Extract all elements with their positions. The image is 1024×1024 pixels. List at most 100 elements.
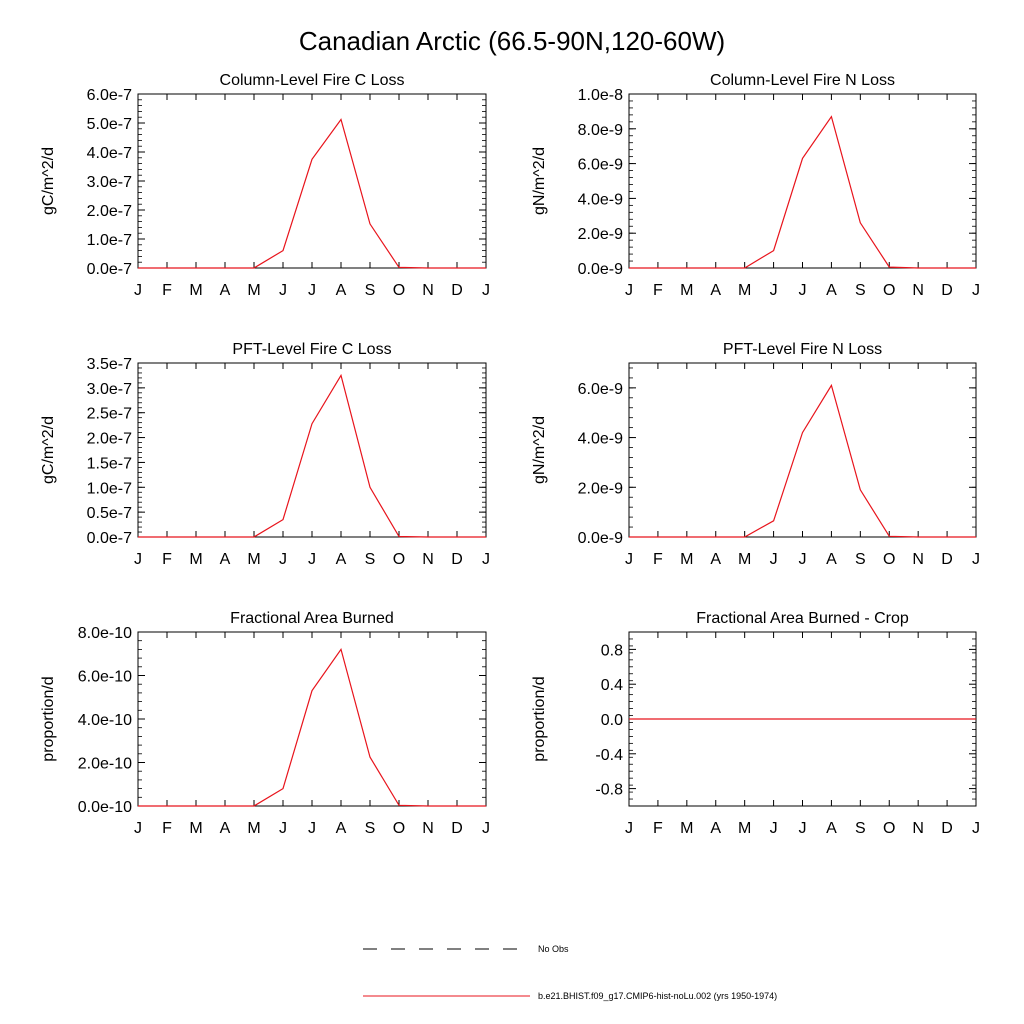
panel-title: Fractional Area Burned - Crop — [696, 610, 909, 627]
y-tick-label: -0.8 — [595, 782, 623, 799]
figure-title: Canadian Arctic (66.5-90N,120-60W) — [299, 26, 725, 56]
y-tick-label: 4.0e-9 — [578, 191, 623, 208]
x-tick-label: N — [912, 551, 924, 568]
x-tick-label: F — [162, 820, 172, 837]
x-tick-label: F — [162, 282, 172, 299]
x-tick-label: M — [738, 820, 751, 837]
x-tick-label: M — [680, 820, 693, 837]
x-tick-label: A — [220, 282, 231, 299]
x-tick-label: N — [422, 820, 434, 837]
x-tick-label: M — [738, 551, 751, 568]
y-tick-label: 4.0e-9 — [578, 431, 623, 448]
panel-title: Column-Level Fire N Loss — [710, 72, 895, 89]
x-tick-label: A — [710, 551, 721, 568]
x-tick-label: J — [482, 282, 490, 299]
x-tick-label: S — [365, 551, 376, 568]
x-tick-label: O — [393, 282, 405, 299]
y-tick-label: 0.0e-9 — [578, 530, 623, 547]
y-tick-label: 1.5e-7 — [87, 455, 132, 472]
y-tick-label: 2.0e-9 — [578, 480, 623, 497]
x-tick-label: S — [365, 820, 376, 837]
x-tick-label: M — [247, 551, 260, 568]
panel-title: Column-Level Fire C Loss — [220, 72, 405, 89]
plot-frame — [137, 631, 487, 807]
x-tick-label: N — [422, 282, 434, 299]
x-tick-label: A — [826, 282, 837, 299]
y-tick-label: 0.0e-9 — [578, 261, 623, 278]
y-axis-label: gN/m^2/d — [531, 147, 548, 215]
x-tick-label: N — [912, 282, 924, 299]
x-tick-label: S — [855, 551, 866, 568]
x-tick-label: F — [653, 820, 663, 837]
x-tick-label: J — [308, 282, 316, 299]
y-tick-label: 0.0e-10 — [78, 799, 132, 816]
y-tick-label: 0.4 — [601, 677, 623, 694]
x-tick-label: O — [883, 282, 895, 299]
x-tick-label: J — [625, 282, 633, 299]
y-axis-label: proportion/d — [531, 676, 548, 761]
y-tick-label: 0.0e-7 — [87, 261, 132, 278]
y-tick-label: 2.0e-7 — [87, 203, 132, 220]
x-tick-label: S — [365, 282, 376, 299]
plot-frame — [628, 362, 977, 538]
x-tick-label: M — [680, 551, 693, 568]
x-tick-label: O — [393, 551, 405, 568]
y-tick-label: 1.0e-8 — [578, 87, 623, 104]
x-tick-label: A — [336, 820, 347, 837]
y-tick-label: 2.5e-7 — [87, 406, 132, 423]
y-tick-label: 6.0e-9 — [578, 381, 623, 398]
series-line-1 — [629, 115, 976, 269]
panel-title: Fractional Area Burned — [230, 610, 394, 627]
x-tick-label: A — [220, 820, 231, 837]
x-tick-label: A — [336, 282, 347, 299]
x-tick-label: D — [941, 820, 953, 837]
x-tick-label: M — [189, 551, 202, 568]
plot-frame — [628, 93, 977, 269]
y-tick-label: 2.0e-10 — [78, 756, 132, 773]
y-tick-label: 4.0e-7 — [87, 145, 132, 162]
x-tick-label: F — [653, 551, 663, 568]
x-tick-label: O — [883, 820, 895, 837]
x-tick-label: J — [770, 551, 778, 568]
x-tick-label: M — [738, 282, 751, 299]
y-tick-label: 4.0e-10 — [78, 712, 132, 729]
x-tick-label: J — [134, 551, 142, 568]
x-tick-label: F — [162, 551, 172, 568]
x-tick-label: J — [308, 551, 316, 568]
y-tick-label: 3.5e-7 — [87, 356, 132, 373]
x-tick-label: J — [134, 282, 142, 299]
x-tick-label: N — [422, 551, 434, 568]
panel-title: PFT-Level Fire N Loss — [723, 341, 882, 358]
x-tick-label: J — [279, 551, 287, 568]
x-tick-label: J — [279, 282, 287, 299]
y-tick-label: 6.0e-9 — [578, 157, 623, 174]
x-tick-label: J — [799, 551, 807, 568]
x-tick-label: N — [912, 820, 924, 837]
series-line-1 — [138, 648, 486, 807]
y-tick-label: 8.0e-9 — [578, 122, 623, 139]
series-line-1 — [629, 383, 976, 538]
x-tick-label: M — [189, 820, 202, 837]
y-tick-label: 2.0e-9 — [578, 226, 623, 243]
y-tick-label: 3.0e-7 — [87, 174, 132, 191]
y-tick-label: 0.0e-7 — [87, 530, 132, 547]
y-tick-label: 0.8 — [601, 642, 623, 659]
y-tick-label: 5.0e-7 — [87, 116, 132, 133]
x-tick-label: J — [308, 820, 316, 837]
x-tick-label: J — [799, 282, 807, 299]
x-tick-label: A — [710, 820, 721, 837]
x-tick-label: D — [451, 282, 463, 299]
x-tick-label: M — [680, 282, 693, 299]
x-tick-label: J — [770, 282, 778, 299]
y-tick-label: 1.0e-7 — [87, 232, 132, 249]
y-axis-label: gC/m^2/d — [40, 416, 57, 484]
y-axis-label: gC/m^2/d — [40, 147, 57, 215]
x-tick-label: J — [770, 820, 778, 837]
